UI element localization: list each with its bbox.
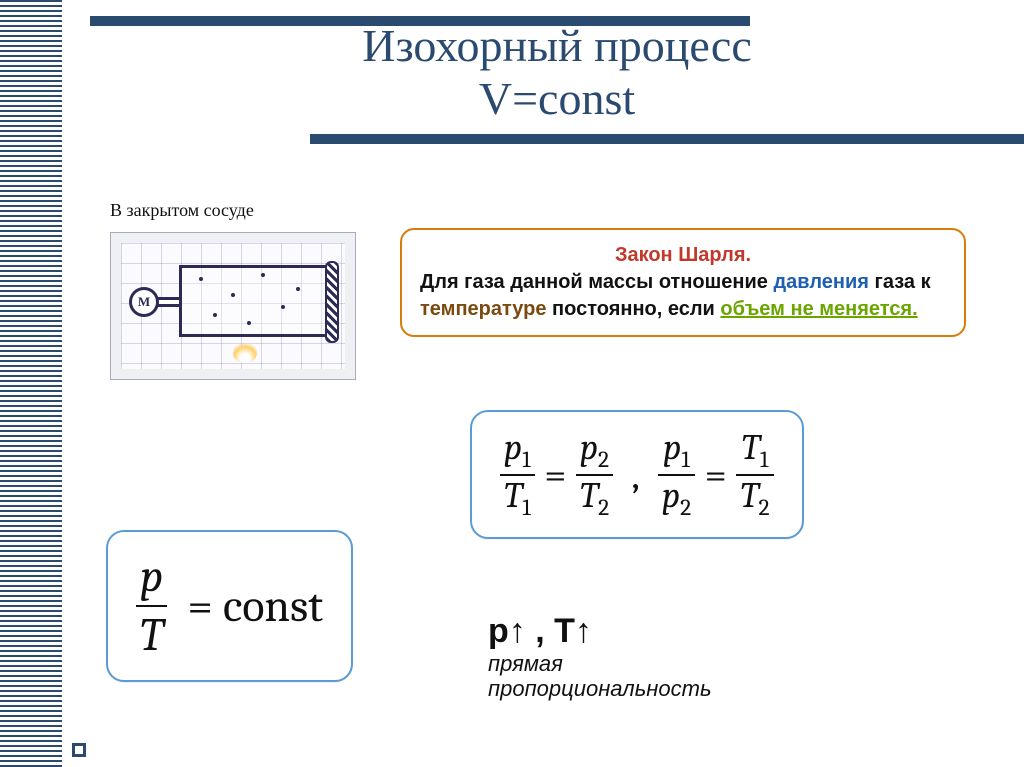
law-text-mid1: газа к xyxy=(875,271,931,293)
gas-dot xyxy=(199,277,203,281)
fraction-p-T: p T xyxy=(136,550,167,662)
pressure-gauge-icon: М xyxy=(129,287,159,317)
sub-2: 2 xyxy=(598,446,609,473)
var-p: p xyxy=(136,550,167,603)
fraction-T1-T2: T1 T2 xyxy=(736,430,773,519)
gas-dot xyxy=(261,273,265,277)
gas-dot xyxy=(296,287,300,291)
law-pressure-word: давления xyxy=(773,271,868,293)
law-text-pre: Для газа данной массы отношение xyxy=(420,271,773,293)
law-text-mid2: постоянно, если xyxy=(552,298,720,320)
gas-dot xyxy=(281,305,285,309)
var-p: p xyxy=(580,427,598,468)
sub-1: 1 xyxy=(522,446,530,473)
formula-ratios-box: p1 T1 = p2 T2 , p1 p2 = T1 T2 xyxy=(470,410,804,539)
prop-line-2: пропорциональность xyxy=(488,676,712,701)
var-T: T xyxy=(580,475,598,516)
cylinder xyxy=(179,265,329,337)
law-statement-box: Закон Шарля. Для газа данной массы отнош… xyxy=(400,228,966,337)
const-rhs: = const xyxy=(177,580,323,633)
proportionality-block: p↑ , T↑ прямая пропорциональность xyxy=(488,612,712,702)
law-temperature-word: температуре xyxy=(420,298,546,320)
formula-const-box: p T = const xyxy=(106,530,353,682)
title-line-1: Изохорный процесс xyxy=(362,20,752,71)
equals-sign: = xyxy=(699,452,733,498)
piston xyxy=(325,261,339,343)
sub-1: 1 xyxy=(760,446,768,473)
sub-2: 2 xyxy=(680,494,691,521)
sub-1: 1 xyxy=(522,494,530,521)
slide-title: Изохорный процесс V=const xyxy=(130,20,984,144)
side-stripe-decoration xyxy=(0,0,62,767)
prop-main: p↑ , T↑ xyxy=(488,612,592,650)
equals-sign: = xyxy=(538,452,572,498)
title-line-2: V=const xyxy=(479,73,635,124)
fraction-p2-T2: p2 T2 xyxy=(576,430,613,519)
law-title: Закон Шарля. xyxy=(420,242,946,269)
sub-2: 2 xyxy=(598,494,609,521)
var-T: T xyxy=(740,475,758,516)
var-p: p xyxy=(504,427,522,468)
flame-icon xyxy=(233,339,257,363)
gauge-label: М xyxy=(138,294,150,310)
comma: , xyxy=(617,452,655,498)
gas-dot xyxy=(247,321,251,325)
var-T: T xyxy=(742,427,760,468)
fraction-p1-p2: p1 p2 xyxy=(658,430,695,519)
sub-2: 2 xyxy=(759,494,770,521)
gas-dot xyxy=(213,313,217,317)
apparatus-diagram: М xyxy=(110,232,356,380)
gas-dot xyxy=(231,293,235,297)
var-T: T xyxy=(504,475,522,516)
title-bottom-rule xyxy=(310,134,1024,144)
law-volume-phrase: объем не меняется. xyxy=(720,298,917,320)
corner-square-decoration xyxy=(72,743,86,757)
var-p: p xyxy=(662,475,680,516)
sub-1: 1 xyxy=(681,446,689,473)
fraction-p1-T1: p1 T1 xyxy=(500,430,535,519)
diagram-grid: М xyxy=(121,243,345,369)
var-T: T xyxy=(136,609,167,662)
var-p: p xyxy=(663,427,681,468)
prop-line-1: прямая xyxy=(488,651,712,676)
pipe xyxy=(157,297,181,307)
diagram-caption: В закрытом сосуде xyxy=(110,200,254,221)
